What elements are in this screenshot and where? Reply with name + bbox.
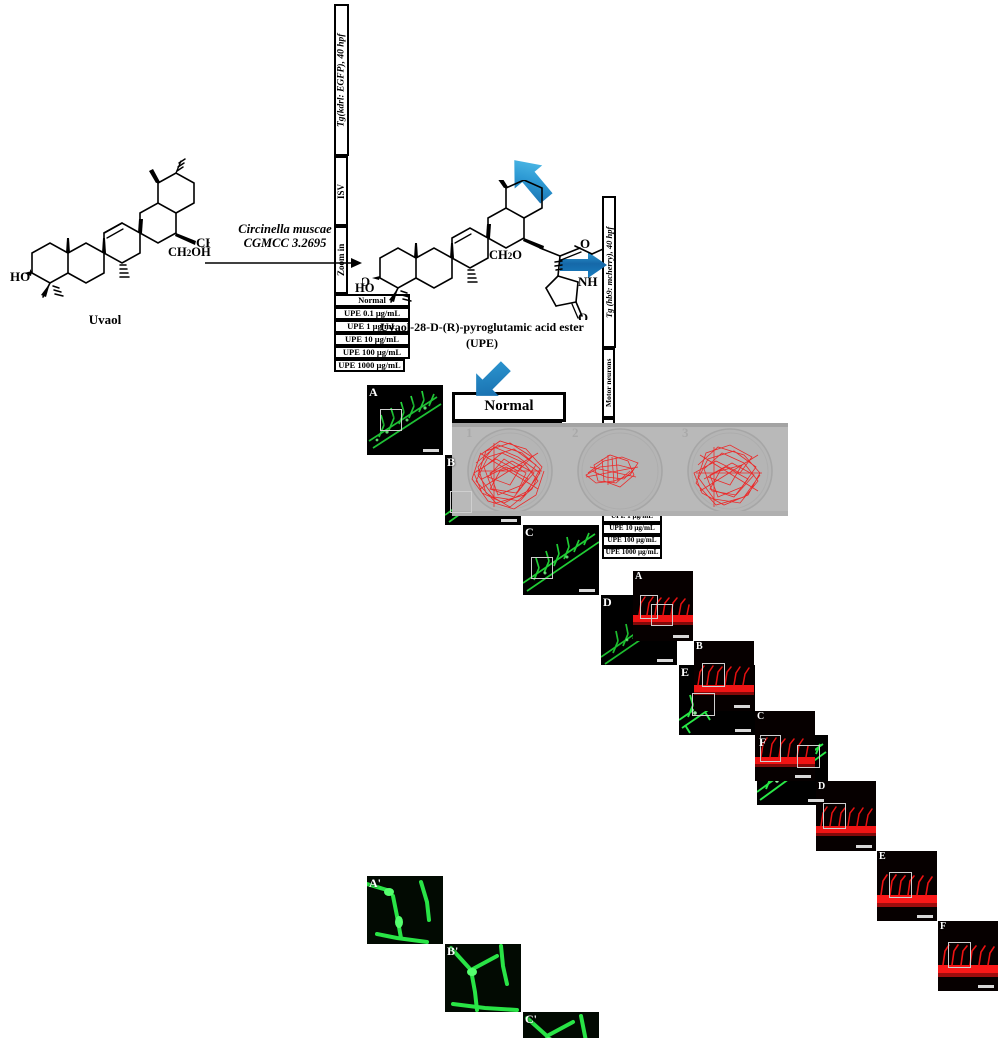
isv-col-header-upe-0-1: UPE 0.1 μg/mL bbox=[334, 307, 410, 320]
neuron-image-e: E bbox=[877, 851, 937, 921]
upe-atom-lactam-o: O bbox=[578, 310, 588, 320]
neuron-roi-b bbox=[702, 663, 725, 687]
arrow-to-isv-panel bbox=[505, 152, 557, 207]
isv-roi-b bbox=[450, 491, 472, 513]
upe-product-label: Uvaol-28-D-(R)-pyroglutamic acid ester bbox=[352, 320, 612, 335]
upe-atom-carbonyl-o: O bbox=[580, 236, 590, 251]
behavior-panel-group: Normal CA-4, 8 ng/mL CA-4, 8 ng/mL + UPE… bbox=[452, 392, 788, 516]
isv-col-header-upe-1000: UPE 1000 μg/mL bbox=[334, 359, 405, 372]
uvaol-structure: HO CH 2 bbox=[10, 155, 210, 305]
neuron-roi-a bbox=[640, 595, 658, 619]
upe-atom-nh: NH bbox=[578, 274, 598, 289]
isv-col-header-upe-1: UPE 1 μg/mL bbox=[334, 320, 410, 333]
neuron-roi-d bbox=[823, 803, 846, 829]
neuron-scalebar-a bbox=[673, 635, 689, 638]
isv-zoom-image-c: C' bbox=[523, 1012, 599, 1038]
isv-panel-group: Tg(kdrl: EGFP), 40 hpf ISV Zoom in Norma… bbox=[334, 4, 828, 1038]
isv-panel-letter-c: C bbox=[525, 525, 534, 539]
isv-roi-c bbox=[531, 557, 553, 579]
svg-text:1: 1 bbox=[466, 425, 473, 440]
reaction-condition-text: Circinella muscae CGMCC 3.2695 bbox=[210, 222, 360, 250]
neuron-col-header-upe-10: UPE 10 μg/mL bbox=[602, 523, 662, 535]
neuron-panel-letter-f: F bbox=[940, 921, 947, 932]
svg-text:2: 2 bbox=[572, 425, 579, 440]
neuron-image-d: D bbox=[816, 781, 876, 851]
arrow-to-behavior-panel bbox=[468, 360, 514, 402]
isv-panel-letter-d: D bbox=[603, 595, 612, 609]
uvaol-label: Uvaol bbox=[88, 312, 122, 327]
uvaol-ch2oh-text: CH2OH bbox=[168, 245, 211, 259]
isv-panel-letter-c-prime: C' bbox=[525, 1012, 537, 1026]
neuron-image-f: F bbox=[938, 921, 998, 991]
isv-panel-letter-e: E bbox=[681, 665, 690, 679]
upe-abbrev-label: (UPE) bbox=[466, 336, 498, 350]
neuron-scalebar-e bbox=[917, 915, 933, 918]
reaction-strain: CGMCC 3.2695 bbox=[243, 236, 327, 250]
uvaol-atom-ho: HO bbox=[10, 269, 30, 284]
isv-col-header-upe-100: UPE 100 μg/mL bbox=[334, 346, 410, 359]
neuron-panel-letter-c: C bbox=[757, 711, 765, 722]
isv-scalebar-d bbox=[657, 659, 673, 662]
isv-roi-e bbox=[692, 693, 715, 716]
isv-side-label: Tg(kdrl: EGFP), 40 hpf bbox=[334, 4, 349, 156]
neuron-panel-letter-a: A bbox=[635, 571, 643, 582]
isv-roi-a bbox=[380, 409, 402, 431]
neuron-roi-e bbox=[889, 872, 912, 898]
isv-scalebar-f bbox=[808, 799, 824, 802]
svg-text:3: 3 bbox=[682, 425, 689, 440]
neuron-scalebar-d bbox=[856, 845, 872, 848]
arrow-to-neuron-panel bbox=[560, 250, 608, 280]
neuron-panel-letter-b: B bbox=[696, 641, 703, 652]
neuron-roi-f bbox=[948, 942, 971, 968]
neuron-panel-letter-e: E bbox=[879, 851, 886, 862]
upe-label-text: Uvaol-28-D-(R)-pyroglutamic acid ester bbox=[380, 320, 584, 334]
isv-scalebar-a bbox=[423, 449, 439, 452]
neuron-scalebar-b bbox=[734, 705, 750, 708]
reaction-arrow bbox=[205, 258, 363, 270]
upe-pyroglutamate-moiety: O NH O bbox=[534, 230, 614, 320]
isv-panel-letter-b-prime: B' bbox=[447, 944, 459, 958]
isv-zoom-image-b: B' bbox=[445, 944, 521, 1012]
isv-col-header-upe-10: UPE 10 μg/mL bbox=[334, 333, 410, 346]
behavior-col-header-normal: Normal bbox=[452, 392, 566, 422]
isv-panel-letter-a: A bbox=[369, 385, 378, 399]
isv-panel-letter-f: F bbox=[759, 735, 767, 749]
uvaol-atom-ch2oh: CH bbox=[196, 235, 210, 250]
reaction-organism: Circinella muscae bbox=[238, 222, 332, 236]
neuron-col-header-upe-100: UPE 100 μg/mL bbox=[602, 535, 662, 547]
isv-scalebar-e bbox=[735, 729, 751, 732]
behavior-well-plate-image: 1 2 3 bbox=[452, 423, 788, 516]
isv-roi-f bbox=[797, 745, 820, 768]
isv-panel-letter-a-prime: A' bbox=[369, 876, 381, 890]
neuron-scalebar-f bbox=[978, 985, 994, 988]
isv-scalebar-b bbox=[501, 519, 517, 522]
isv-image-c: C bbox=[523, 525, 599, 595]
isv-scalebar-c bbox=[579, 589, 595, 592]
neuron-scalebar-c bbox=[795, 775, 811, 778]
upe-ho-text: HO bbox=[355, 281, 375, 295]
neuron-panel-letter-d: D bbox=[818, 781, 826, 792]
upe-structure: O bbox=[362, 180, 602, 320]
neuron-panel-group: Tg (hb9: mcherry), 40 hpf Motor neurons … bbox=[602, 196, 998, 991]
neuron-col-header-upe-1000: UPE 1000 μg/mL bbox=[602, 547, 662, 559]
isv-image-a: A bbox=[367, 385, 443, 455]
isv-zoom-image-a: A' bbox=[367, 876, 443, 944]
isv-panel-letter-b: B bbox=[447, 455, 456, 469]
upe-atom-o: O bbox=[362, 274, 370, 289]
upe-ch2o-text: CH2O bbox=[489, 248, 522, 262]
isv-row-label-isv: ISV bbox=[334, 156, 348, 226]
